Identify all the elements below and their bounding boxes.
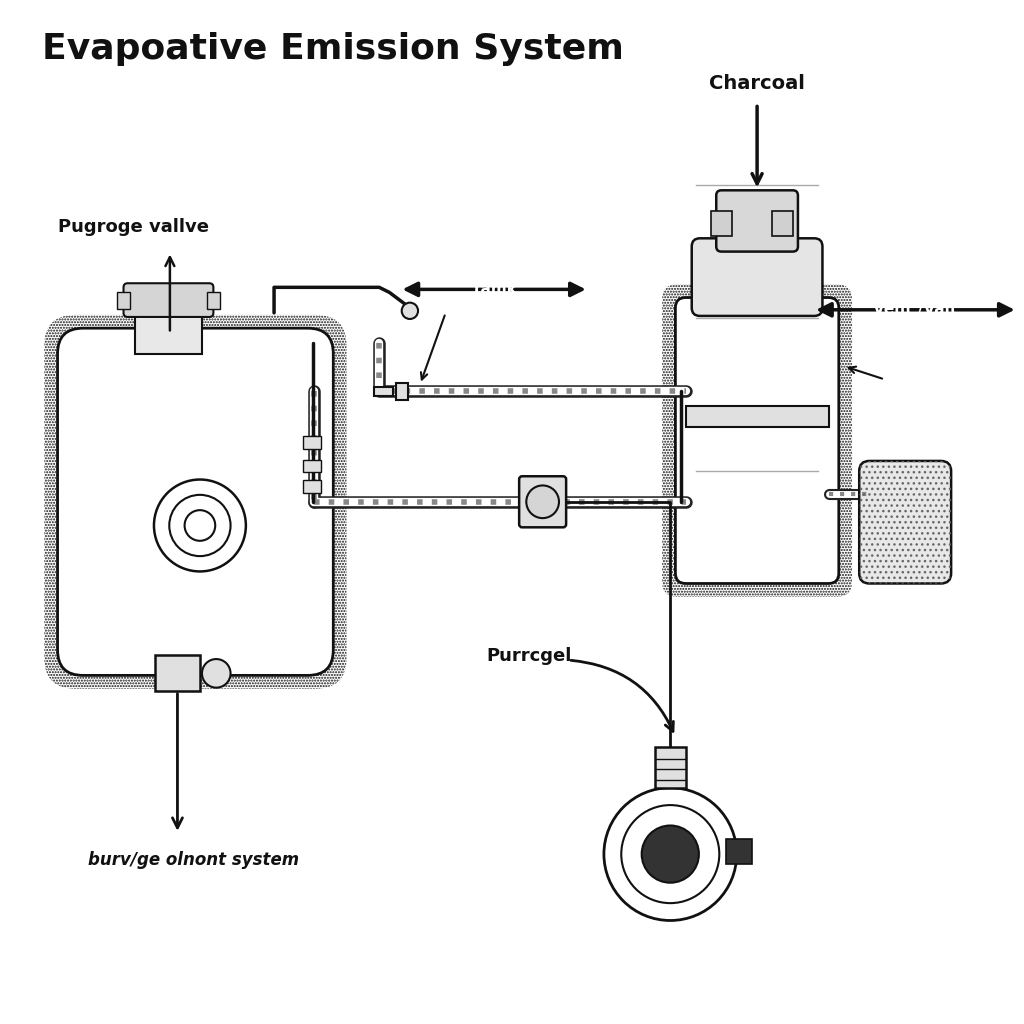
Bar <box>374 387 392 395</box>
FancyBboxPatch shape <box>57 328 333 676</box>
Text: 1amk: 1amk <box>471 282 517 297</box>
Text: Charcoal: Charcoal <box>710 75 805 93</box>
Bar <box>772 211 793 237</box>
FancyArrow shape <box>135 313 202 353</box>
Bar <box>395 383 408 399</box>
Bar <box>303 480 322 493</box>
Circle shape <box>202 659 230 688</box>
FancyBboxPatch shape <box>716 190 798 252</box>
Circle shape <box>604 787 736 921</box>
Bar <box>686 406 828 427</box>
Bar <box>726 839 752 864</box>
Circle shape <box>642 825 699 883</box>
Text: Pugroge vallve: Pugroge vallve <box>57 218 209 237</box>
FancyBboxPatch shape <box>519 476 566 527</box>
FancyBboxPatch shape <box>859 461 951 584</box>
Bar <box>155 655 200 691</box>
FancyBboxPatch shape <box>692 239 822 316</box>
Bar <box>711 211 731 237</box>
Text: Purrcgel: Purrcgel <box>486 647 571 665</box>
Text: burv/ge olnont system: burv/ge olnont system <box>88 851 299 869</box>
FancyBboxPatch shape <box>124 284 213 317</box>
Bar <box>303 460 322 472</box>
Circle shape <box>526 485 559 518</box>
Bar <box>655 746 686 787</box>
Bar <box>118 293 130 309</box>
Text: Evapoative Emission System: Evapoative Emission System <box>42 32 624 66</box>
Bar <box>207 293 219 309</box>
Text: Vent /Valt: Vent /Valt <box>873 302 957 317</box>
Circle shape <box>401 303 418 319</box>
Bar <box>303 436 322 449</box>
FancyBboxPatch shape <box>676 298 839 584</box>
